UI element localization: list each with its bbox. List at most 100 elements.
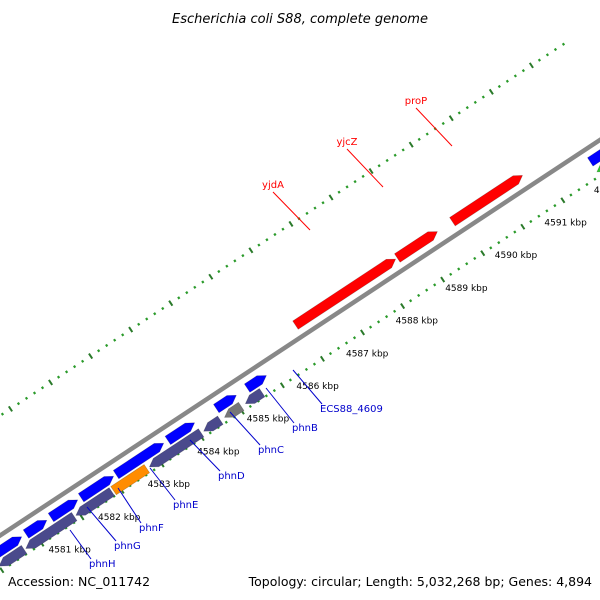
outer-tick-mark: [0, 412, 5, 416]
outer-tick-mark: [417, 137, 421, 141]
outer-tick-mark: [153, 312, 157, 316]
outer-tick-mark: [24, 396, 29, 400]
inner-tick-mark: [328, 351, 333, 356]
outer-tick-mark: [465, 106, 469, 110]
inner-tick-mark: [553, 204, 557, 208]
leader-line-forward: [415, 107, 453, 147]
outer-tick-mark: [313, 206, 317, 210]
inner-tick-mark: [400, 302, 406, 310]
outer-tick-mark: [497, 84, 501, 89]
outer-tick-mark: [248, 247, 254, 254]
inner-tick-mark: [409, 299, 413, 303]
gene-features: [0, 149, 600, 567]
outer-tick-mark: [241, 254, 245, 258]
inner-tick-mark: [520, 223, 526, 230]
outer-tick-mark: [553, 47, 558, 52]
tick-label: 4588 kbp: [396, 317, 439, 327]
inner-tick-mark: [79, 514, 85, 521]
outer-tick-mark: [528, 62, 534, 69]
outer-tick-mark: [441, 121, 445, 126]
gene-label-leaders: [69, 107, 453, 560]
inner-tick-mark: [224, 420, 228, 424]
tick-label: 4583 kbp: [148, 480, 191, 490]
inner-tick-mark: [304, 367, 309, 372]
outer-tick-mark: [48, 379, 54, 386]
outer-tick-mark: [305, 211, 309, 215]
inner-tick-mark: [545, 209, 549, 213]
outer-tick-mark: [385, 158, 389, 163]
outer-tick-mark: [353, 180, 357, 184]
outer-tick-mark: [408, 141, 414, 148]
outer-tick-mark: [185, 291, 189, 295]
outer-tick-mark: [281, 227, 285, 231]
gene-reverse-orange: [110, 464, 151, 496]
summary-text: Topology: circular; Length: 5,032,268 bp…: [248, 574, 592, 589]
map-title: Escherichia coli S88, complete genome: [172, 12, 428, 27]
outer-tick-mark: [225, 264, 229, 268]
tick-label: 4585 kbp: [247, 415, 290, 425]
tick-label: 4586 kbp: [296, 382, 339, 392]
gene-forward-blue: [243, 375, 267, 393]
gene-forward-blue: [112, 442, 165, 480]
outer-tick-mark: [368, 168, 374, 175]
tick-label: 4584 kbp: [197, 447, 240, 457]
gene-reverse-green: [596, 164, 600, 173]
outer-tick-mark: [16, 401, 21, 406]
accession-text: Accession: NC_011742: [8, 574, 150, 589]
inner-tick-mark: [593, 177, 597, 181]
tick-label: 4590 kbp: [495, 251, 538, 261]
gene-label-reverse: ECS88_4609: [320, 404, 383, 415]
leader-line-reverse: [69, 529, 92, 560]
gene-reverse-purple: [148, 428, 205, 468]
gene-forward-blue: [47, 499, 79, 523]
outer-tick-mark: [457, 111, 461, 115]
inner-tick-mark: [449, 272, 453, 276]
outer-tick-mark: [545, 53, 550, 57]
inner-tick-mark: [585, 182, 589, 187]
leader-line-reverse: [149, 467, 176, 501]
genome-backbone: [0, 137, 600, 539]
gene-proP: [449, 175, 523, 227]
outer-tick-mark: [113, 338, 117, 342]
outer-tick-mark: [505, 79, 509, 83]
inner-tick-mark: [497, 240, 501, 245]
outer-tick-mark: [56, 375, 61, 379]
inner-tick-mark: [264, 394, 268, 398]
outer-tick-mark: [265, 238, 269, 242]
outer-tick-mark: [513, 74, 517, 78]
gene-reverse-purple: [25, 511, 78, 549]
outer-tick-mark: [377, 164, 381, 168]
gene-forward-blue: [164, 422, 196, 446]
tick-label: 4581 kbp: [48, 546, 91, 556]
inner-tick-mark: [360, 329, 366, 336]
scale-tick-labels: 4581 kbp 4582 kbp 4583 kbp 4584 kbp 4585 kbp…: [48, 186, 600, 556]
outer-tick-mark: [537, 58, 541, 62]
inner-tick-mark: [368, 325, 373, 329]
outer-tick-mark: [401, 148, 405, 152]
tick-label: 4591 kbp: [544, 219, 587, 229]
outer-tick-mark: [208, 273, 214, 280]
inner-tick-mark: [425, 288, 429, 292]
outer-tick-mark: [361, 174, 365, 178]
inner-tick-mark: [152, 468, 156, 472]
leader-line-reverse: [189, 439, 221, 472]
inner-tick-mark: [489, 246, 493, 250]
gene-label-forward: proP: [405, 96, 427, 107]
gene-reverse-purple: [203, 415, 224, 432]
gene-reverse-gray: [224, 401, 245, 418]
outer-tick-mark: [201, 280, 205, 284]
leader-line-reverse: [292, 369, 323, 405]
tick-label: 4592 kbp: [594, 186, 600, 196]
outer-tick-mark: [81, 359, 85, 363]
gene-yjdA: [292, 258, 397, 330]
gene-yjcZ: [394, 231, 438, 263]
inner-tick-mark: [513, 230, 517, 234]
outer-tick-mark: [321, 201, 325, 205]
inner-tick-mark: [32, 547, 36, 551]
outer-tick-mark: [40, 386, 45, 390]
outer-tick-mark: [561, 42, 566, 46]
gene-label-reverse: phnG: [114, 541, 141, 552]
gene-label-reverse: phnE: [173, 500, 198, 511]
inner-tick-mark: [279, 382, 285, 389]
outer-tick-mark: [448, 115, 454, 122]
